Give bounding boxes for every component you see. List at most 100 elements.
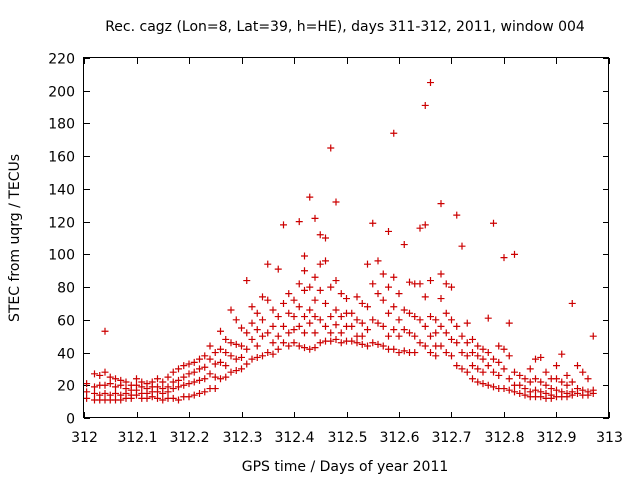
data-point: [327, 144, 335, 152]
data-point: [390, 326, 398, 334]
data-point: [306, 319, 314, 327]
data-point: [253, 342, 261, 350]
data-point: [274, 332, 282, 340]
x-tick-label: 312.5: [327, 430, 367, 446]
data-point: [442, 329, 450, 337]
data-point: [311, 296, 319, 304]
data-point: [348, 309, 356, 317]
data-point: [290, 326, 298, 334]
data-point: [395, 332, 403, 340]
data-point: [117, 381, 125, 389]
data-point: [274, 265, 282, 273]
data-point: [148, 393, 156, 401]
data-point: [437, 200, 445, 208]
data-point: [185, 370, 193, 378]
data-point: [353, 293, 361, 301]
data-point: [563, 381, 571, 389]
data-point: [521, 375, 529, 383]
data-point: [285, 290, 293, 298]
data-point: [91, 389, 98, 397]
data-point: [453, 339, 461, 347]
data-point: [227, 306, 235, 314]
data-point: [463, 368, 471, 376]
data-point: [238, 365, 245, 373]
data-point: [301, 313, 308, 321]
data-point: [316, 260, 324, 268]
data-point: [458, 242, 466, 250]
data-point: [484, 362, 492, 370]
data-point: [437, 270, 445, 278]
data-point: [201, 375, 209, 383]
data-point: [83, 380, 91, 388]
data-point: [500, 254, 508, 262]
data-point: [285, 329, 293, 337]
data-point: [374, 340, 382, 348]
data-point: [306, 193, 314, 201]
data-point: [484, 381, 492, 389]
data-point: [479, 380, 487, 388]
data-point: [427, 332, 434, 340]
data-point: [479, 355, 487, 363]
data-point: [285, 309, 293, 317]
data-point: [379, 322, 387, 330]
data-point: [295, 303, 303, 311]
data-point: [442, 309, 450, 317]
x-axis-label: GPS time / Days of year 2011: [242, 459, 449, 475]
data-point: [358, 332, 366, 340]
data-point: [511, 368, 518, 376]
data-point: [238, 353, 245, 361]
data-point: [416, 316, 424, 324]
data-point: [343, 295, 350, 303]
data-point: [196, 355, 203, 363]
data-point: [253, 309, 261, 317]
x-tick-label: 312.4: [274, 430, 314, 446]
data-point: [301, 252, 308, 260]
y-tick-label: 200: [48, 85, 75, 101]
data-point: [385, 309, 392, 317]
data-point: [227, 352, 235, 360]
data-point: [259, 316, 266, 324]
data-point: [484, 314, 492, 322]
data-point: [248, 355, 256, 363]
data-point: [458, 332, 466, 340]
data-point: [274, 345, 282, 353]
data-point: [332, 335, 340, 343]
data-point: [421, 293, 429, 301]
x-tick-label: 312.9: [536, 430, 576, 446]
x-tick-label: 312.6: [379, 430, 419, 446]
data-point: [364, 326, 371, 334]
data-point: [306, 345, 314, 353]
data-point: [201, 388, 209, 396]
data-point: [364, 342, 371, 350]
data-point: [117, 396, 125, 404]
data-point: [201, 352, 209, 360]
data-point: [311, 214, 319, 222]
data-point: [322, 322, 329, 330]
data-point: [379, 342, 387, 350]
data-point: [416, 280, 424, 288]
data-point: [217, 345, 224, 353]
data-point: [190, 368, 198, 376]
data-point: [416, 339, 424, 347]
data-point: [385, 283, 392, 291]
data-point: [474, 365, 482, 373]
y-tick-label: 220: [48, 52, 75, 68]
data-point: [274, 313, 282, 321]
data-point: [453, 211, 461, 219]
data-point: [553, 362, 560, 370]
data-point: [169, 385, 177, 393]
data-point: [295, 342, 303, 350]
data-point: [190, 378, 198, 386]
data-point: [390, 345, 398, 353]
y-tick-label: 180: [48, 117, 75, 133]
data-point: [322, 234, 329, 242]
data-point: [348, 337, 356, 345]
x-tick-label: 312.2: [169, 430, 209, 446]
data-point: [196, 389, 203, 397]
data-point: [259, 332, 266, 340]
data-point: [358, 299, 366, 307]
data-point: [495, 358, 503, 366]
data-point: [211, 360, 219, 368]
